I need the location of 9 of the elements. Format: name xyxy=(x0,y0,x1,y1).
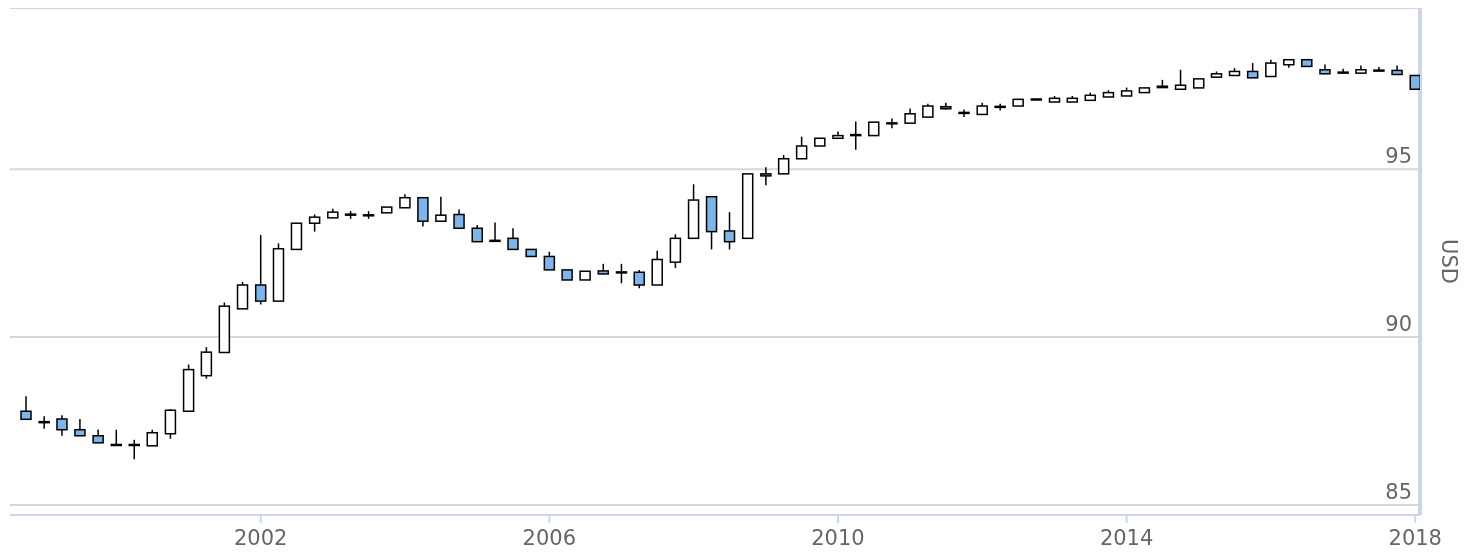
x-tick-label: 2018 xyxy=(1388,526,1442,550)
x-tick-label: 2002 xyxy=(233,526,288,550)
y-tick-label: 95 xyxy=(1385,144,1412,169)
x-tick-label: 2010 xyxy=(811,526,865,550)
x-tick-label: 2014 xyxy=(1099,526,1154,550)
y-tick-label: 90 xyxy=(1385,312,1412,337)
y-axis-title: USD xyxy=(1437,239,1461,284)
y-tick-label: 85 xyxy=(1385,479,1412,504)
x-tick-label: 2006 xyxy=(522,526,577,550)
